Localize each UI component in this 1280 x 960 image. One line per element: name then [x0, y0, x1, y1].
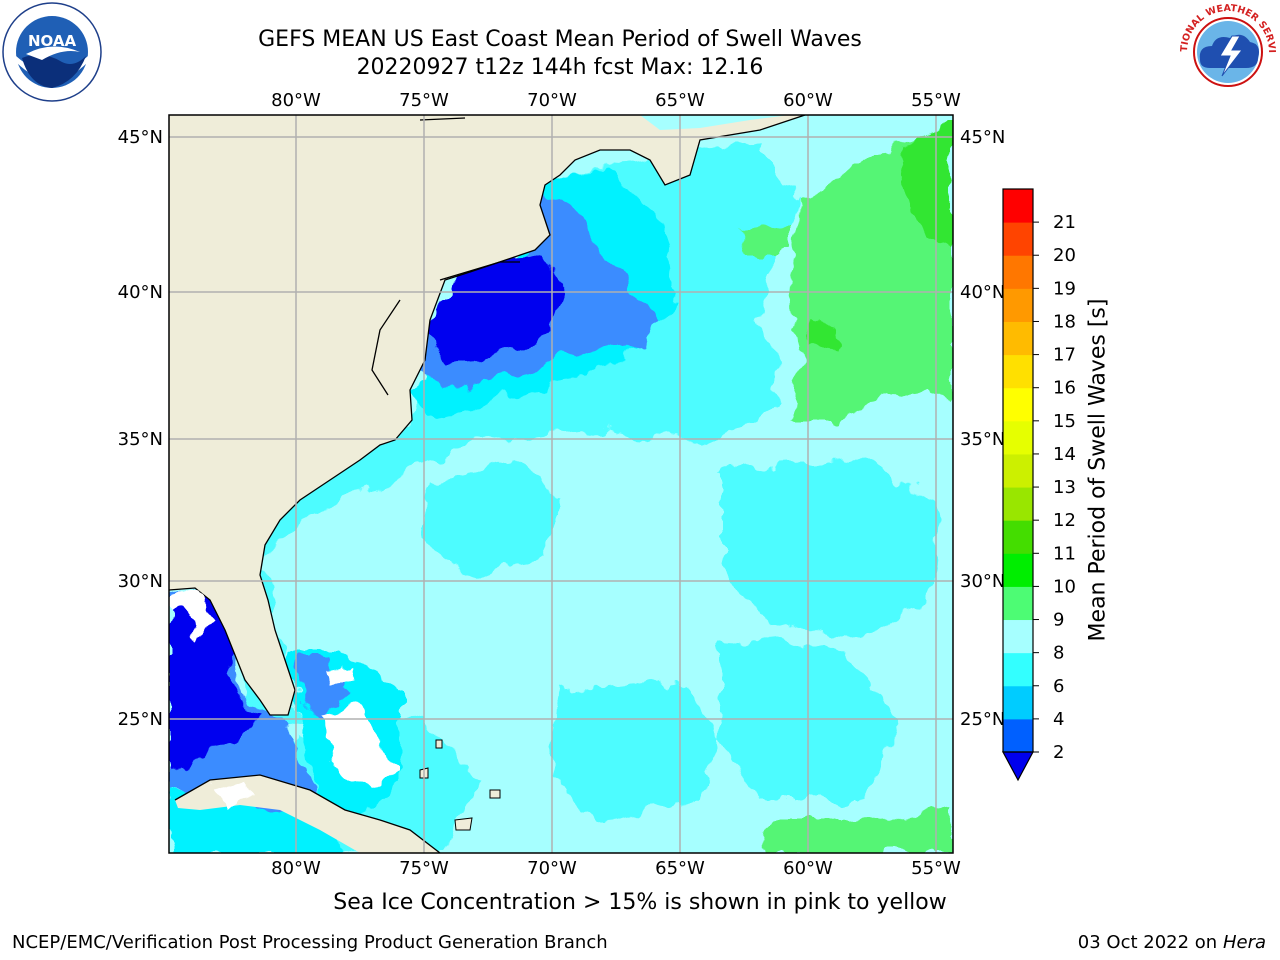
latitude-label: 30°N	[118, 571, 163, 592]
colorbar-bin	[1003, 718, 1033, 753]
noaa-logo: NOAA	[2, 2, 102, 102]
colorbar-frame	[1002, 188, 1034, 753]
latitude-label: 40°N	[118, 282, 163, 303]
colorbar-bin	[1003, 354, 1033, 389]
colorbar-tick-label: 13	[1053, 477, 1076, 498]
swell-period-2-4-region	[169, 588, 260, 770]
longitude-label: 70°W	[527, 90, 577, 111]
swell-period-8-9-region	[720, 640, 900, 800]
swell-period-8-9-region	[420, 460, 560, 580]
colorbar-tick-label: 11	[1053, 543, 1076, 564]
colorbar-bin	[1003, 453, 1033, 488]
latitude-label: 40°N	[960, 282, 1005, 303]
footer-date-text: 03 Oct 2022 on	[1077, 932, 1223, 953]
north-america-landmass	[169, 115, 805, 715]
latitude-label: 25°N	[960, 709, 1005, 730]
latitude-labels-left: 45°N 40°N 35°N 30°N 25°N	[118, 127, 163, 730]
colorbar-title: Mean Period of Swell Waves [s]	[1085, 298, 1111, 642]
nws-logo: NATIONAL WEATHER SERVICE	[1178, 2, 1277, 100]
longitude-labels-bottom: 80°W 75°W 70°W 65°W 60°W 55°W	[271, 858, 961, 879]
swell-period-10-11-region	[900, 120, 953, 250]
longitude-labels-top: 80°W 75°W 70°W 65°W 60°W 55°W	[271, 90, 961, 111]
colorbar-tick-label: 12	[1053, 510, 1076, 531]
longitude-label: 60°W	[783, 858, 833, 879]
colorbar-tick-label: 19	[1053, 278, 1076, 299]
longitude-label: 65°W	[655, 90, 705, 111]
swell-period-10-11-region	[810, 320, 840, 350]
colorbar-tick-label: 20	[1053, 245, 1076, 266]
latitude-label: 45°N	[118, 127, 163, 148]
colorbar-tick-label: 2	[1053, 742, 1064, 763]
longitude-label: 80°W	[271, 90, 321, 111]
colorbar-tick-label: 10	[1053, 576, 1076, 597]
colorbar-bin	[1003, 288, 1033, 322]
colorbar: 2 4 6 8 9 10 11 12 13 14 15 16 17 18 19 20 21	[1001, 188, 1076, 782]
colorbar-bin	[1003, 487, 1033, 521]
no-data-areas	[169, 590, 400, 812]
swell-period-8-9-region	[720, 460, 940, 640]
colorbar-bin	[1003, 520, 1033, 554]
footer-date: 03 Oct 2022 on Hera	[1078, 932, 1266, 953]
colorbar-bin	[1003, 652, 1033, 687]
colorbar-bin	[1003, 420, 1033, 455]
colorbar-underflow-triangle	[1001, 751, 1035, 782]
swell-period-9-10-region	[740, 225, 790, 255]
latitude-label: 35°N	[118, 429, 163, 450]
swell-period-8-9-region	[550, 680, 720, 820]
latitude-label: 45°N	[960, 127, 1005, 148]
longitude-label: 65°W	[655, 858, 705, 879]
longitude-label: 75°W	[399, 90, 449, 111]
latitude-label: 25°N	[118, 709, 163, 730]
colorbar-tick-label: 14	[1053, 444, 1076, 465]
colorbar-bin	[1003, 189, 1033, 223]
colorbar-tick-label: 9	[1053, 610, 1064, 631]
colorbar-tick-label: 18	[1053, 311, 1076, 332]
sea-ice-note: Sea Ice Concentration > 15% is shown in …	[333, 890, 947, 915]
footer-credit: NCEP/EMC/Verification Post Processing Pr…	[12, 932, 608, 953]
nova-scotia-landmass	[650, 135, 700, 180]
colorbar-tick-label: 4	[1053, 709, 1064, 730]
chart-subtitle: 20220927 t12z 144h fcst Max: 12.16	[356, 55, 764, 80]
colorbar-tick-label: 15	[1053, 411, 1076, 432]
latitude-label: 30°N	[960, 571, 1005, 592]
map-plot-area	[169, 115, 953, 853]
colorbar-tick-label: 17	[1053, 345, 1076, 366]
map-gridlines	[169, 115, 953, 853]
colorbar-bin	[1003, 222, 1033, 256]
footer-host: Hera	[1222, 932, 1266, 953]
colorbar-tick-label: 6	[1053, 676, 1064, 697]
swell-period-2-4-region	[430, 255, 565, 360]
map-frame	[168, 114, 954, 854]
latitude-labels-right: 45°N 40°N 35°N 30°N 25°N	[960, 127, 1005, 730]
chart-title: GEFS MEAN US East Coast Mean Period of S…	[258, 27, 862, 52]
colorbar-bin	[1003, 321, 1033, 356]
longitude-label: 55°W	[911, 858, 961, 879]
colorbar-tick-label: 21	[1053, 212, 1076, 233]
longitude-label: 70°W	[527, 858, 577, 879]
colorbar-tick-label: 16	[1053, 378, 1076, 399]
noaa-logo-text: NOAA	[28, 32, 77, 50]
colorbar-bin	[1003, 553, 1033, 587]
colorbar-bin	[1003, 685, 1033, 720]
colorbar-bin	[1003, 387, 1033, 422]
colorbar-bin	[1003, 619, 1033, 654]
coastlines	[169, 115, 806, 853]
longitude-label: 60°W	[783, 90, 833, 111]
colorbar-tick-label: 8	[1053, 643, 1064, 664]
colorbar-bin	[1003, 255, 1033, 289]
latitude-label: 35°N	[960, 429, 1005, 450]
longitude-label: 55°W	[911, 90, 961, 111]
colorbar-bin	[1003, 586, 1033, 621]
longitude-label: 80°W	[271, 858, 321, 879]
longitude-label: 75°W	[399, 858, 449, 879]
